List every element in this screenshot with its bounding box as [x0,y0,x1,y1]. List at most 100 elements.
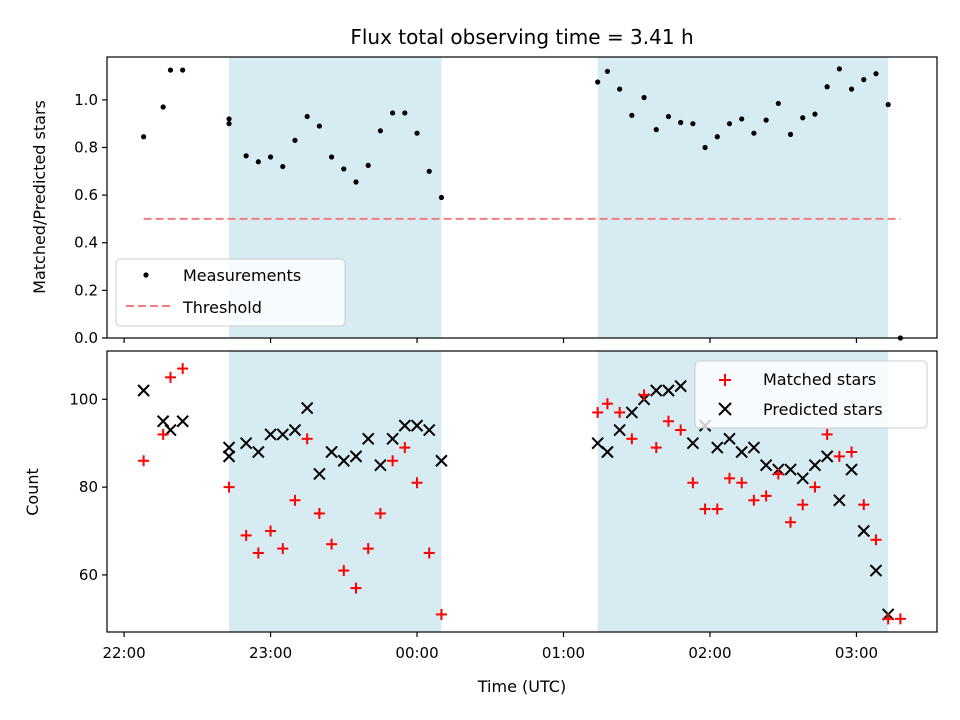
measurement-point [714,134,720,140]
predicted-stars-point [137,384,150,397]
predicted-stars-point [176,415,189,428]
predicted-stars-point [613,423,626,437]
matched-stars-point [301,433,313,445]
top-legend-box [115,258,346,327]
predicted-stars-point [735,445,748,459]
matched-stars-point [699,503,711,515]
predicted-stars-point [313,467,326,481]
measurement-point [787,131,794,137]
measurement-point [226,116,232,122]
x-tick-label: 02:00 [688,644,731,662]
predicted-stars-point [686,436,700,450]
measurement-point [267,154,274,160]
top-x-ticks [123,338,858,343]
predicted-stars-point [711,441,724,454]
predicted-stars-point [820,450,834,463]
measurement-point [873,71,879,77]
measurement-point [328,154,335,160]
measurement-point [595,79,601,85]
matched-stars-point [846,446,858,458]
predicted-stars-point [288,423,302,437]
matched-stars-point [157,428,169,440]
measurement-point [800,115,806,121]
predicted-stars-point [386,432,399,446]
measurement-point [641,94,647,101]
measurement-point [617,86,623,92]
legend-measurements-label: Measurements [183,266,301,285]
measurement-point [848,86,855,92]
predicted-stars-point [591,436,604,450]
measurement-point [414,130,420,136]
measurement-point [167,67,174,73]
matched-stars-point [809,481,821,493]
matched-stars-point [785,516,797,528]
matched-stars-point [833,450,845,462]
legend-measurements-marker [143,272,149,278]
measurement-point [861,77,867,83]
matched-stars-point [399,442,411,454]
y-tick-label: 0.6 [74,186,98,204]
matched-stars-point [177,363,189,375]
legend-matched-label: Matched stars [763,370,876,389]
bottom-y-ticks: 60 80 100 [69,390,107,584]
y-tick-label: 80 [79,478,98,496]
predicted-stars-point [276,428,289,441]
observing-window-span [229,351,442,632]
measurement-point [629,112,635,118]
measurement-point [426,168,432,174]
top-y-ticks: 0.0 0.2 0.4 0.6 0.8 1.0 [74,91,107,347]
bottom-plot-panel: 60 80 100 22:00 23:00 00:00 01:00 02:00 03:00 C… [23,350,938,696]
matched-stars-point [374,507,386,519]
matched-stars-point [638,389,650,401]
matched-stars-point [626,433,638,445]
bottom-x-axis-label: Time (UTC) [477,677,566,696]
legend-matched-marker [719,374,731,386]
predicted-stars-point [845,463,858,476]
matched-stars-point [423,547,435,559]
matched-stars-point [252,547,264,559]
matched-stars-points [138,363,906,625]
matched-stars-point [164,371,176,383]
predicted-stars-point [361,432,375,446]
matched-stars-point [277,543,289,555]
x-tick-label: 03:00 [835,644,878,662]
measurement-point [402,110,408,116]
measurement-point [292,137,298,143]
measurement-point [255,159,261,165]
predicted-stars-point [222,441,236,454]
measurement-point [180,67,186,73]
top-shaded-spans [229,57,889,338]
matched-stars-point [592,406,604,418]
matched-stars-point [265,525,277,537]
predicted-stars-point [239,436,253,450]
matched-stars-point [614,406,626,418]
y-tick-label: 0.0 [74,329,98,347]
matched-stars-point [138,455,150,467]
predicted-stars-point [264,428,277,441]
bottom-y-axis-label: Count [23,468,42,516]
matched-stars-point [687,477,699,489]
predicted-stars-point [747,441,761,454]
measurement-point [604,68,611,74]
predicted-stars-point [374,458,387,472]
measurement-point [141,134,147,140]
top-y-axis-label: Matched/Predicted stars [30,100,49,294]
measurement-point [390,110,396,116]
matched-stars-point [870,534,882,546]
predicted-stars-point [625,406,639,419]
predicted-stars-point [784,463,797,476]
matched-stars-point [289,494,301,506]
predicted-stars-point [759,458,773,472]
measurement-point [885,102,891,108]
predicted-stars-point [808,458,822,472]
matched-stars-point [724,472,735,484]
predicted-stars-point [869,564,883,577]
measurement-point [653,127,659,133]
measurement-point [280,163,286,170]
predicted-stars-point [222,450,236,463]
predicted-stars-point [650,384,663,397]
measurement-point [304,113,310,120]
matched-stars-point [894,613,906,625]
matched-stars-point [797,499,809,511]
